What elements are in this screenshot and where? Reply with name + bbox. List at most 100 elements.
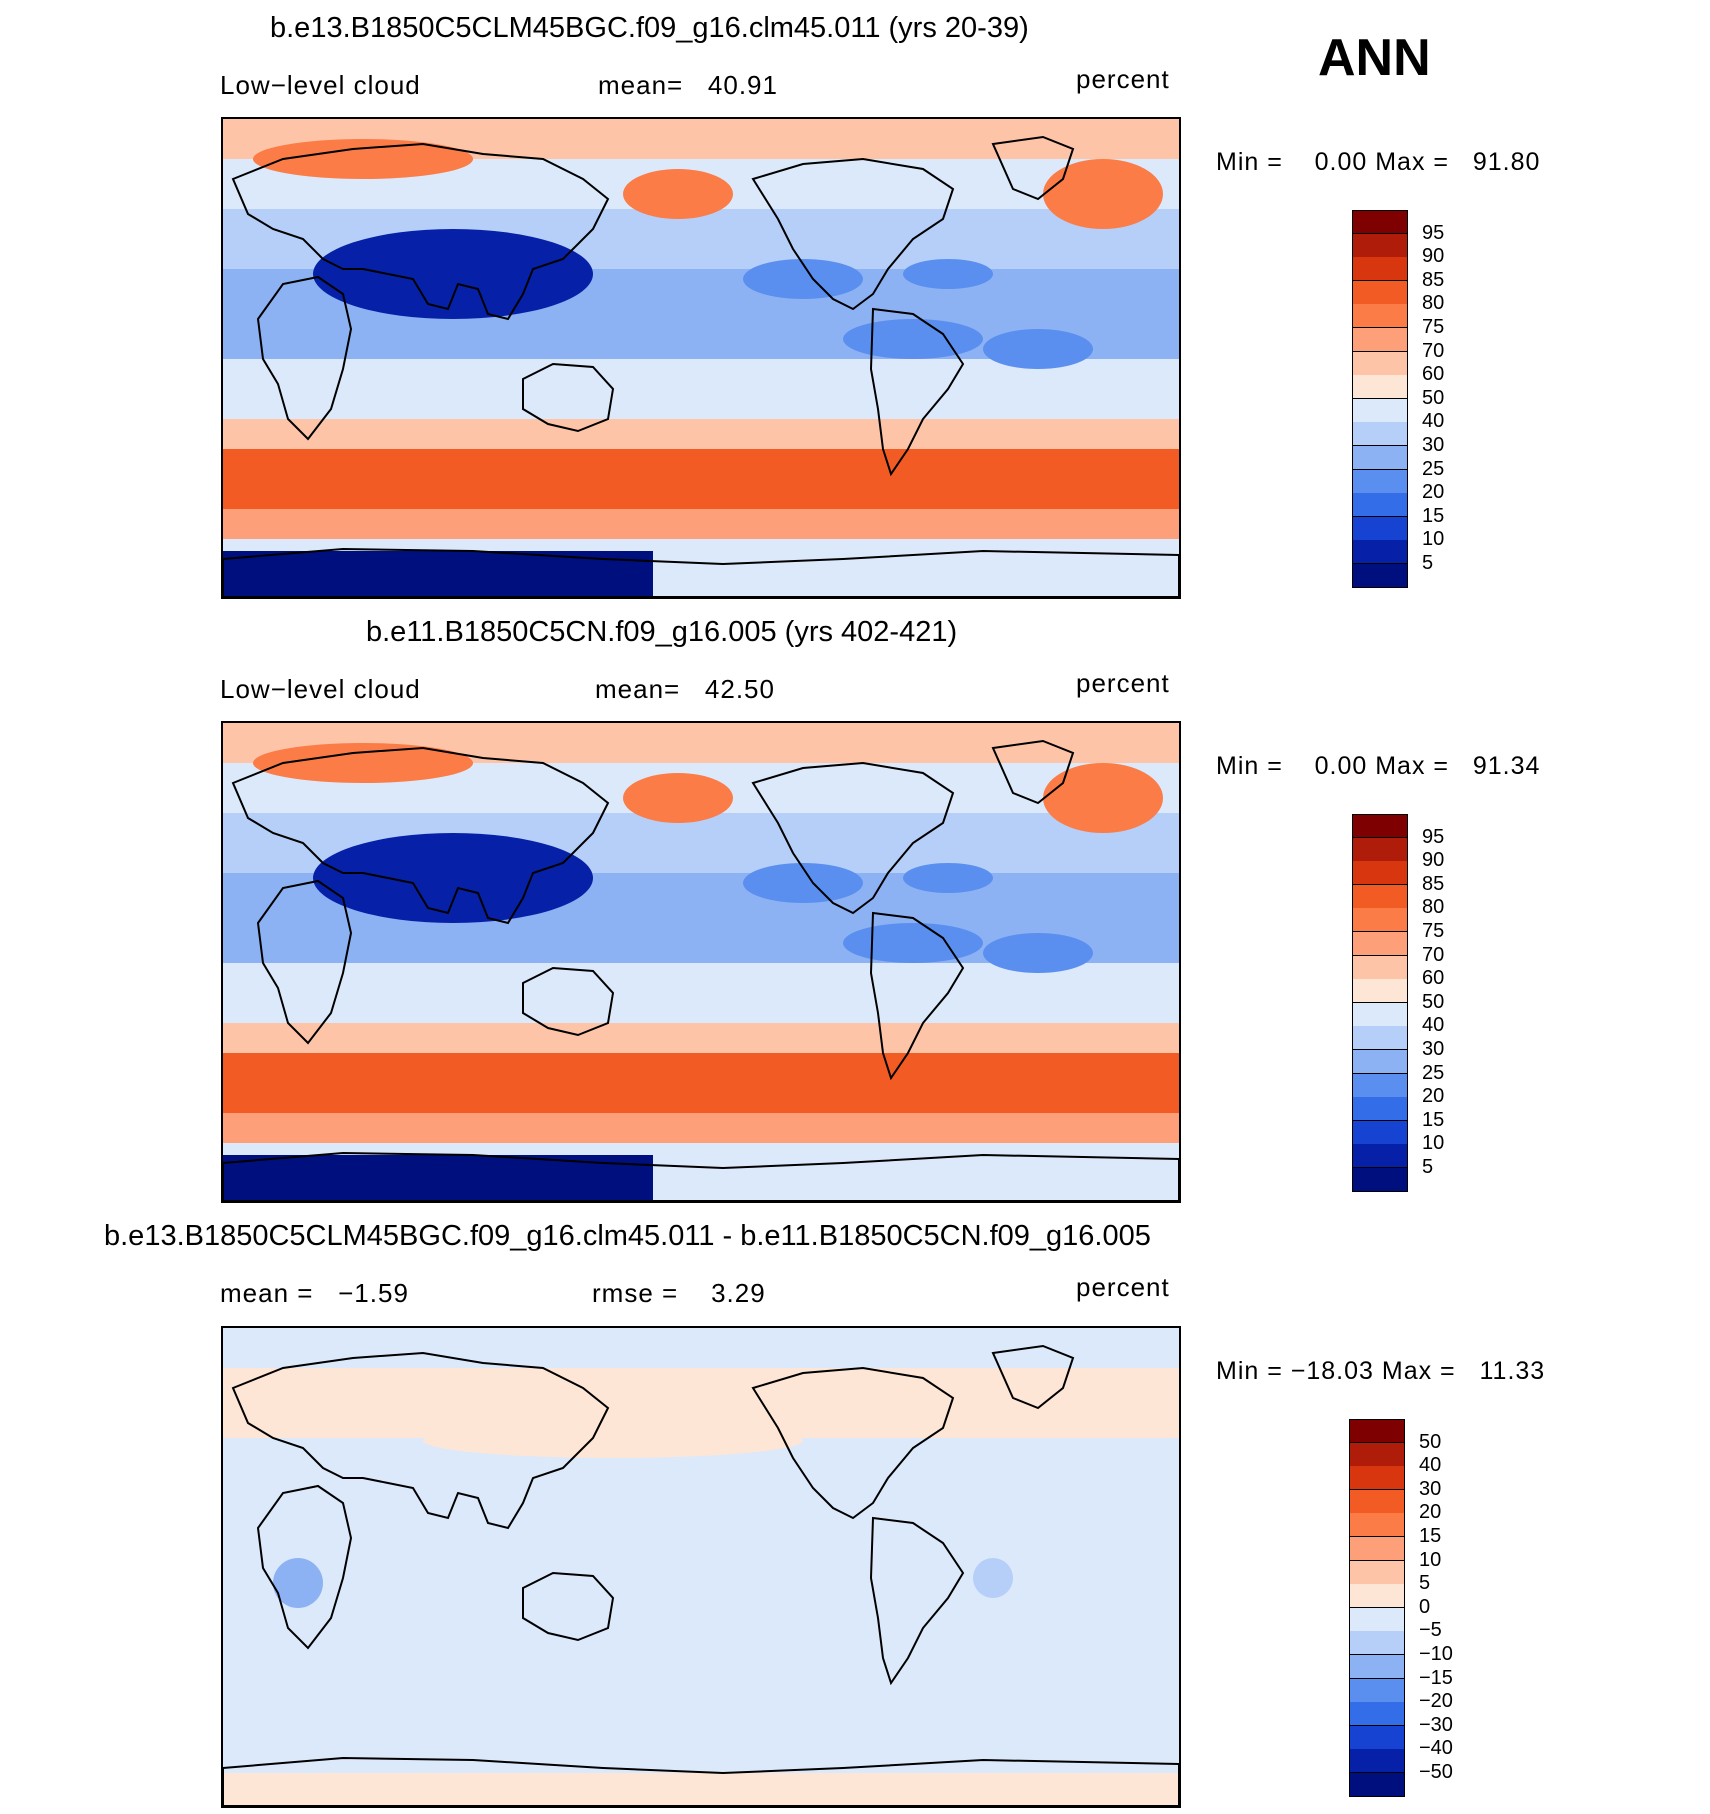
colorbar-tick-label: 5 [1422, 1156, 1434, 1178]
colorbar-tick-label: 85 [1422, 268, 1445, 291]
colorbar-swatch [1352, 1026, 1408, 1051]
panel-1-variable-label: Low−level cloud [220, 70, 421, 100]
colorbar-swatch [1352, 837, 1408, 862]
colorbar-tick-label: 30 [1422, 434, 1445, 456]
colorbar-tick-label: 10 [1422, 528, 1445, 551]
colorbar-tick-label: 0 [1419, 1595, 1431, 1618]
colorbar-tick-label: −20 [1419, 1690, 1453, 1713]
colorbar-swatch [1349, 1702, 1405, 1727]
colorbar-tick-label: 10 [1422, 1132, 1445, 1155]
colorbar-tick-label: 25 [1422, 1061, 1445, 1084]
colorbar-swatch [1352, 861, 1408, 886]
colorbar-tick-label: 85 [1422, 872, 1445, 895]
colorbar-swatch [1352, 908, 1408, 933]
colorbar-swatch [1352, 446, 1408, 471]
colorbar-tick-label: 20 [1422, 1085, 1445, 1108]
colorbar-tick-label: 20 [1419, 1501, 1442, 1524]
colorbar-tick-label: 50 [1419, 1430, 1442, 1453]
colorbar-tick-label: 80 [1422, 896, 1445, 919]
panel-3-title: b.e13.B1850C5CLM45BGC.f09_g16.clm45.011 … [104, 1220, 1151, 1252]
colorbar-swatch [1352, 1144, 1408, 1169]
colorbar-swatch [1349, 1749, 1405, 1774]
colorbar-swatch [1352, 932, 1408, 957]
colorbar-tick-label: 30 [1419, 1477, 1442, 1500]
panel-1-minmax: Min = 0.00 Max = 91.80 [1216, 148, 1541, 176]
colorbar-tick-label: 70 [1422, 339, 1445, 362]
colorbar-tick-label: −10 [1419, 1643, 1453, 1665]
colorbar-swatch [1352, 280, 1408, 305]
colorbar-swatch [1349, 1537, 1405, 1562]
colorbar-swatch [1349, 1584, 1405, 1609]
panel-1-map [221, 117, 1181, 599]
colorbar-swatch [1352, 351, 1408, 376]
colorbar-tick-label: −50 [1419, 1761, 1453, 1783]
colorbar-swatch [1349, 1419, 1405, 1444]
colorbar-tick-label: −15 [1419, 1666, 1453, 1689]
panel-2-mean-label: mean= 42.50 [595, 674, 775, 704]
colorbar-tick-label: −30 [1419, 1713, 1453, 1736]
colorbar-swatch [1349, 1513, 1405, 1538]
colorbar-tick-label: 90 [1422, 849, 1445, 872]
colorbar-tick-label: 15 [1422, 504, 1445, 527]
colorbar-tick-label: 70 [1422, 943, 1445, 966]
season-label: ANN [1318, 29, 1431, 87]
panel-3-rmse-label: rmse = 3.29 [592, 1278, 766, 1308]
panel-3-minmax: Min = −18.03 Max = 11.33 [1216, 1357, 1546, 1385]
colorbar-swatch [1352, 1097, 1408, 1122]
colorbar-tick-label: −40 [1419, 1737, 1453, 1760]
colorbar-tick-label: 75 [1422, 316, 1445, 338]
colorbar-tick-label: 5 [1422, 552, 1434, 574]
colorbar-swatch [1352, 233, 1408, 258]
colorbar-swatch [1349, 1655, 1405, 1680]
colorbar-swatch [1352, 493, 1408, 518]
colorbar-swatch [1352, 304, 1408, 329]
colorbar-swatch [1349, 1631, 1405, 1656]
colorbar-swatch [1352, 1002, 1408, 1027]
colorbar-tick-label: 30 [1422, 1038, 1445, 1060]
colorbar-swatch [1349, 1560, 1405, 1585]
colorbar-tick-label: 90 [1422, 245, 1445, 268]
colorbar-tick-label: 40 [1419, 1454, 1442, 1477]
panel-2-units-label: percent [1076, 668, 1170, 698]
colorbar-swatch [1349, 1489, 1405, 1514]
colorbar-swatch [1352, 1050, 1408, 1075]
colorbar-tick-label: −5 [1419, 1619, 1442, 1642]
colorbar-swatch [1352, 564, 1408, 589]
colorbar-tick-label: 15 [1422, 1108, 1445, 1131]
colorbar-tick-label: 75 [1422, 920, 1445, 942]
panel-1-mean-label: mean= 40.91 [598, 70, 778, 100]
colorbar-tick-label: 50 [1422, 990, 1445, 1013]
colorbar-tick-label: 95 [1422, 221, 1445, 244]
panel-2-map [221, 721, 1181, 1203]
colorbar-tick-label: 25 [1422, 457, 1445, 480]
colorbar-tick-label: 60 [1422, 967, 1445, 990]
panel-3-mean-label: mean = −1.59 [220, 1278, 409, 1308]
colorbar-tick-label: 60 [1422, 363, 1445, 386]
colorbar-tick-label: 5 [1419, 1572, 1431, 1595]
colorbar-tick-label: 50 [1422, 386, 1445, 409]
colorbar-tick-label: 10 [1419, 1548, 1442, 1571]
colorbar-tick-label: 40 [1422, 1014, 1445, 1037]
panel-3-map [221, 1326, 1181, 1808]
panel-1-units-label: percent [1076, 64, 1170, 94]
colorbar-tick-label: 15 [1419, 1525, 1442, 1547]
colorbar-swatch [1352, 210, 1408, 235]
panel-2-minmax: Min = 0.00 Max = 91.34 [1216, 752, 1541, 780]
colorbar-swatch [1352, 814, 1408, 839]
colorbar-swatch [1349, 1773, 1405, 1798]
colorbar-swatch [1352, 1073, 1408, 1098]
panel-1-title: b.e13.B1850C5CLM45BGC.f09_g16.clm45.011 … [270, 12, 1029, 44]
colorbar-swatch [1352, 884, 1408, 909]
panel-3-units-label: percent [1076, 1272, 1170, 1302]
colorbar-swatch [1352, 1120, 1408, 1145]
colorbar-swatch [1352, 257, 1408, 282]
colorbar-tick-label: 20 [1422, 481, 1445, 504]
colorbar-swatch [1352, 398, 1408, 423]
panel-2-title: b.e11.B1850C5CN.f09_g16.005 (yrs 402-421… [366, 616, 958, 648]
colorbar-swatch [1352, 469, 1408, 494]
colorbar-swatch [1352, 422, 1408, 447]
colorbar-swatch [1352, 979, 1408, 1004]
colorbar-swatch [1352, 328, 1408, 353]
colorbar-swatch [1349, 1607, 1405, 1632]
colorbar-swatch [1349, 1678, 1405, 1703]
